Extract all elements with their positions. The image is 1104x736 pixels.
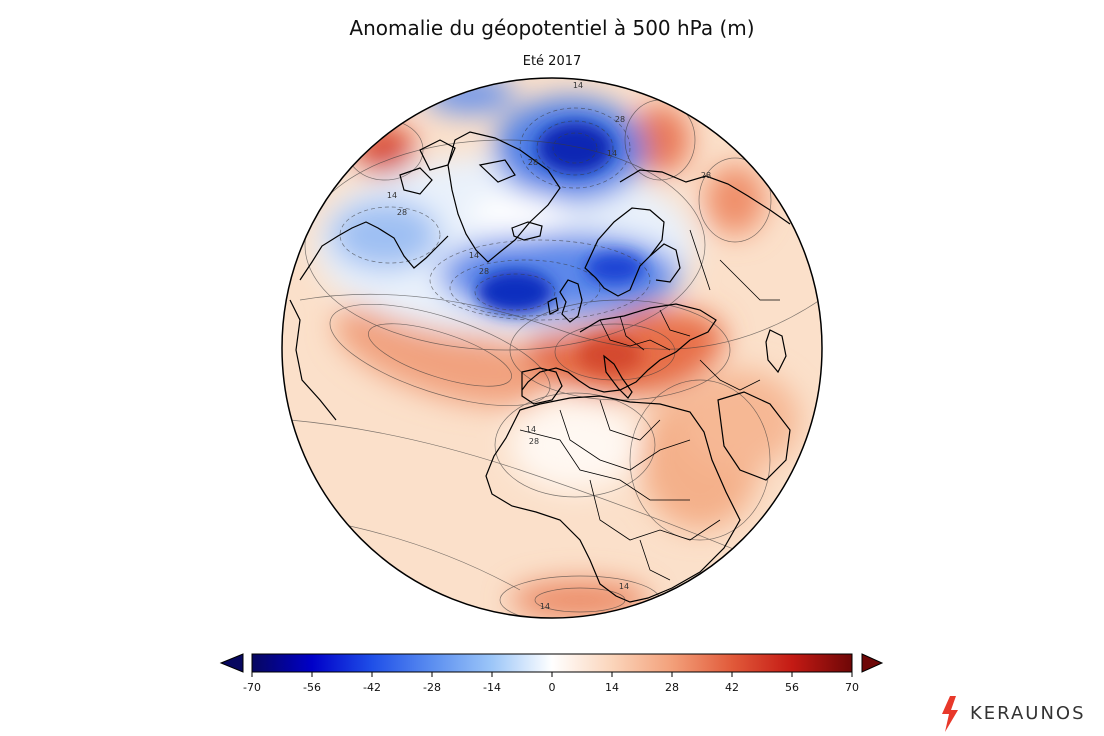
colorbar-tick-label: -14 xyxy=(483,681,501,694)
colorbar-tick-label: 56 xyxy=(785,681,799,694)
arctic-islands-2 xyxy=(399,167,433,195)
contour-label: 28 xyxy=(479,267,489,276)
contour-label: 28 xyxy=(529,437,539,446)
africa-coast xyxy=(485,395,741,603)
colorbar-tick-label: 0 xyxy=(548,681,556,694)
contour-label: 14 xyxy=(619,582,629,591)
russia-arctic-coast xyxy=(619,169,791,225)
contour-label: 14 xyxy=(387,191,397,200)
keraunos-logo: KERAUNOS xyxy=(936,696,1096,732)
colorbar-tick-label: -56 xyxy=(303,681,321,694)
brand-name: KERAUNOS xyxy=(970,703,1086,724)
contour-label: 28 xyxy=(397,208,407,217)
colorbar-tick-label: 70 xyxy=(845,681,859,694)
coastlines xyxy=(289,131,791,603)
negative-core-arctic xyxy=(537,122,613,174)
europe-coast xyxy=(521,303,717,393)
south-america-coast xyxy=(289,299,337,421)
colorbar-tick-label: -42 xyxy=(363,681,381,694)
iceland-coast xyxy=(511,221,543,241)
contour-label: 28 xyxy=(615,115,625,124)
arabia-coast xyxy=(717,391,791,481)
iberia-coast xyxy=(521,367,563,405)
positive-anomaly-russia xyxy=(705,165,765,235)
colorbar-tick-label: -28 xyxy=(423,681,441,694)
contour-label: 14 xyxy=(540,602,550,611)
map-title: Anomalie du géopotentiel à 500 hPa (m) xyxy=(349,16,755,40)
colorbar-tick-label: 14 xyxy=(605,681,619,694)
contour-label: 14 xyxy=(526,425,536,434)
neutral-greenland xyxy=(470,193,570,237)
colorbar xyxy=(219,653,884,677)
uk-coast xyxy=(559,279,583,323)
globe-outline xyxy=(281,77,823,619)
positive-core-central-europe xyxy=(578,337,642,373)
negative-anomaly-labrador xyxy=(330,200,440,270)
positive-anomaly-balkans xyxy=(635,310,725,370)
colorbar-max-arrow xyxy=(861,653,884,673)
colorbar-tick-label: -70 xyxy=(243,681,261,694)
greenland-coast xyxy=(447,131,561,263)
contour-label: 14 xyxy=(607,149,617,158)
contour-label: 28 xyxy=(528,158,538,167)
colorbar-min-arrow xyxy=(219,653,244,673)
contour-label: 14 xyxy=(469,251,479,260)
caspian-coast xyxy=(765,329,787,374)
colorbar-tick-marks xyxy=(251,672,853,677)
negative-core-scandinavia xyxy=(585,252,645,284)
contour-label: 14 xyxy=(573,81,583,90)
anomaly-cores xyxy=(477,122,645,373)
map-subtitle: Eté 2017 xyxy=(522,54,582,69)
colorbar-tick-label: 28 xyxy=(665,681,679,694)
arctic-islands-1 xyxy=(419,139,456,171)
italy-coast xyxy=(603,354,633,399)
borders xyxy=(519,229,780,581)
finland-coast xyxy=(649,243,681,283)
colorbar-tick-label: 42 xyxy=(725,681,739,694)
ireland-coast xyxy=(547,297,559,315)
contour-label: 28 xyxy=(701,171,711,180)
scandinavia-coast xyxy=(584,207,665,297)
colorbar-gradient xyxy=(251,653,853,673)
positive-anomaly-arctic-east xyxy=(630,105,690,175)
arctic-islands-3 xyxy=(478,159,516,183)
positive-anomaly-atlantic xyxy=(334,303,546,407)
contour-lines xyxy=(289,99,821,618)
positive-anomaly-middleeast xyxy=(680,370,800,470)
lightning-bolt-icon xyxy=(942,696,958,732)
canada-coast xyxy=(299,221,449,281)
negative-core-northsea xyxy=(477,270,553,314)
